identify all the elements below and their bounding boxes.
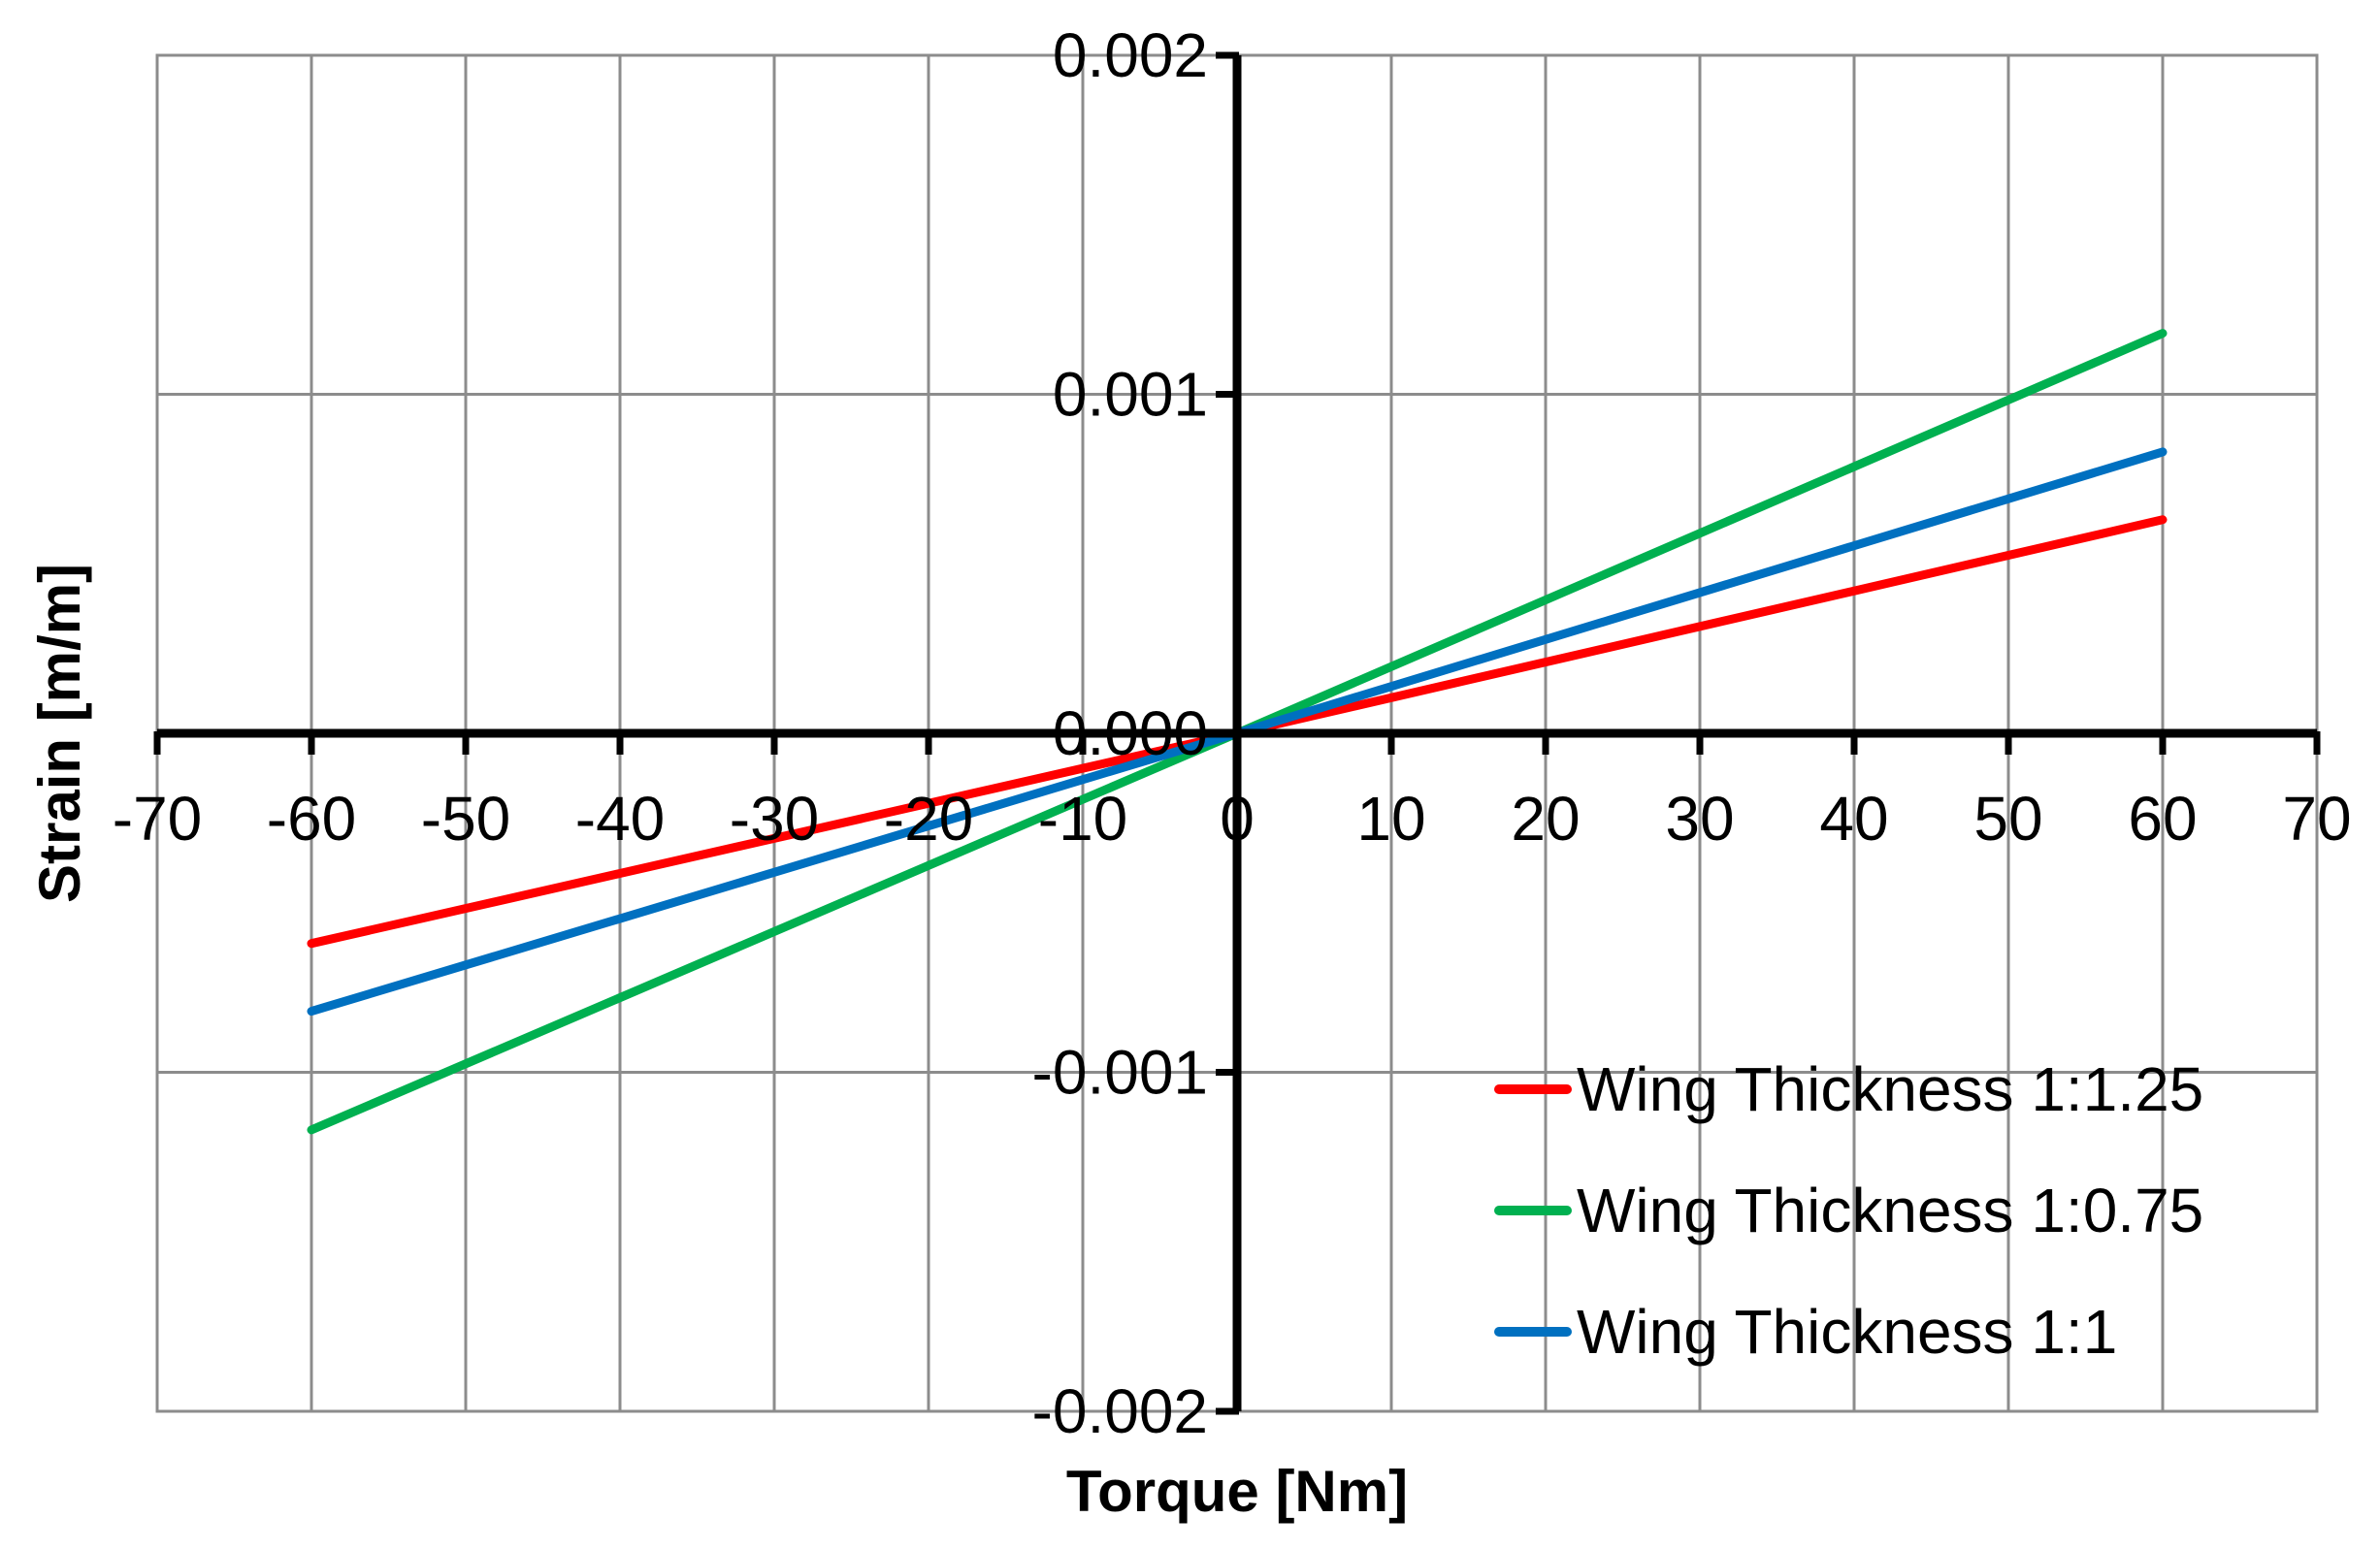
x-tick-label: 0 bbox=[1220, 784, 1255, 854]
axes bbox=[153, 51, 2321, 1415]
x-tick-label: -10 bbox=[1038, 784, 1128, 854]
x-tick-label: 70 bbox=[2282, 784, 2351, 854]
x-axis-title: Torque [Nm] bbox=[1066, 1459, 1408, 1524]
x-tick-label: -50 bbox=[421, 784, 511, 854]
x-tick-label: 50 bbox=[1973, 784, 2042, 854]
y-tick-label: -0.002 bbox=[1032, 1376, 1208, 1446]
x-tick-label: 40 bbox=[1819, 784, 1888, 854]
x-tick-label: -70 bbox=[113, 784, 203, 854]
x-tick-label: -60 bbox=[267, 784, 357, 854]
y-tick-label: 0.002 bbox=[1053, 20, 1208, 90]
y-tick-labels: -0.002 -0.001 0.000 0.001 0.002 bbox=[1032, 20, 1208, 1446]
legend-label-2: Wing Thickness 1:1 bbox=[1577, 1297, 2117, 1367]
y-axis-title: Strain [m/m] bbox=[27, 564, 92, 903]
x-tick-label: 60 bbox=[2128, 784, 2197, 854]
y-tick-label: -0.001 bbox=[1032, 1038, 1208, 1108]
x-tick-label: 10 bbox=[1356, 784, 1425, 854]
x-tick-label: -40 bbox=[575, 784, 666, 854]
y-tick-label: 0.001 bbox=[1053, 360, 1208, 430]
legend-label-0: Wing Thickness 1:1.25 bbox=[1577, 1054, 2203, 1124]
x-tick-label: -20 bbox=[884, 784, 974, 854]
x-tick-label: -30 bbox=[730, 784, 820, 854]
legend-label-1: Wing Thickness 1:0.75 bbox=[1577, 1176, 2203, 1245]
y-tick-label: 0.000 bbox=[1053, 698, 1208, 768]
x-tick-label: 20 bbox=[1511, 784, 1580, 854]
x-tick-label: 30 bbox=[1665, 784, 1734, 854]
x-tick-labels: -70 -60 -50 -40 -30 -20 -10 0 10 20 30 40 50 60 70 bbox=[113, 784, 2352, 854]
legend: Wing Thickness 1:1.25 Wing Thickness 1:0.… bbox=[1494, 1054, 2203, 1367]
